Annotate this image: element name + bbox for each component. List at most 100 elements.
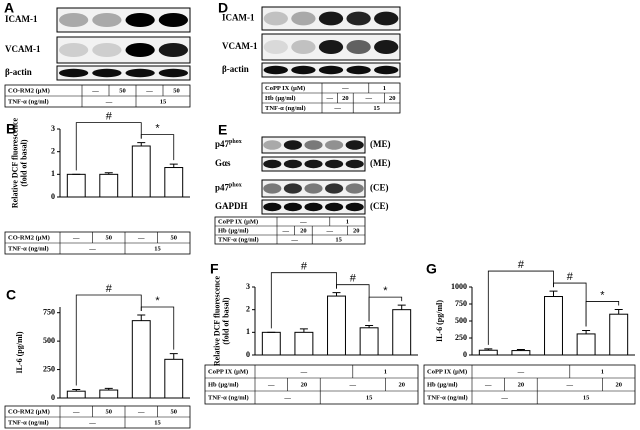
blot-label: ICAM-1 [222, 13, 255, 23]
bar [576, 333, 596, 356]
blot-label-text: VCAM-1 [222, 41, 258, 51]
bar [66, 390, 86, 399]
y-tick-label: 750 [455, 299, 467, 308]
error-bar [104, 172, 113, 175]
blot-band [318, 40, 344, 54]
table-cell: — [137, 408, 145, 415]
error-bar [582, 330, 591, 334]
significance-mark: # [301, 261, 308, 273]
table-cell: — [283, 394, 291, 401]
table-row-label: CO-RM2 (μM) [8, 234, 50, 241]
error-bar [484, 348, 493, 351]
significance-mark: # [106, 283, 113, 295]
blot-band [325, 202, 344, 212]
significance-bracket [75, 294, 142, 386]
blot-band [263, 140, 282, 150]
table-cell: 15 [373, 105, 380, 112]
blot-label-text: p47 [215, 183, 230, 193]
table-cell: — [105, 98, 113, 105]
blot-band [92, 43, 122, 57]
table-cell: — [88, 245, 96, 252]
table-cell: — [91, 87, 99, 94]
table-cell: 20 [353, 227, 360, 234]
blot-band [125, 68, 155, 78]
table-cell: — [341, 85, 349, 92]
blot-band [263, 183, 282, 194]
bar [544, 296, 563, 356]
table-cell: — [326, 95, 334, 102]
table-row-label: Hb (μg/ml) [208, 381, 239, 388]
error-bar [397, 304, 406, 310]
error-bar [332, 292, 341, 297]
table-row-label: CO-RM2 (μM) [8, 408, 50, 415]
blot-band [304, 183, 323, 194]
table-row-label: TNF-α (ng/ml) [427, 394, 468, 401]
blot-band [92, 13, 122, 27]
blot-label-text: ICAM-1 [5, 14, 38, 24]
blot-band [158, 68, 189, 78]
error-bar [516, 349, 525, 351]
bar [164, 167, 184, 198]
y-axis-label: IL-6 (pg/ml) [15, 331, 24, 373]
y-tick-label: 0 [51, 393, 55, 402]
blot-band [92, 68, 122, 78]
table-cell: 20 [518, 381, 525, 388]
table-row-label: CoPP IX (μM) [427, 368, 467, 375]
table-cell: — [300, 368, 308, 375]
table-cell: — [267, 381, 275, 388]
table-row-label: Hb (μg/ml) [427, 381, 458, 388]
blot-label-text: VCAM-1 [5, 44, 41, 54]
significance-mark: * [155, 123, 160, 135]
bar [294, 331, 314, 356]
table-cell: — [88, 419, 96, 426]
y-tick-label: 250 [43, 364, 55, 373]
blot-band [345, 140, 364, 150]
blot-band [125, 13, 155, 27]
y-tick-label: 250 [455, 333, 467, 342]
table-cell: 15 [583, 394, 590, 401]
blot-label-text: GAPDH [215, 201, 248, 211]
error-bar [169, 163, 178, 168]
y-tick-label: 2 [51, 146, 55, 155]
table-cell: — [72, 408, 80, 415]
blot-label: ICAM-1 [5, 14, 38, 24]
bar [261, 331, 281, 356]
table-row-label: TNF-α (ng/ml) [218, 236, 259, 243]
error-bar [137, 314, 146, 321]
blot-tag: (CE) [370, 201, 389, 211]
y-tick-label: 750 [43, 308, 55, 317]
blot-band [374, 40, 399, 54]
blot-label-text: p47 [215, 139, 230, 149]
y-tick-label: 500 [455, 316, 467, 325]
blot-band [304, 202, 323, 212]
table-cell: 50 [106, 234, 113, 241]
table-row-label: CoPP IX (μM) [208, 368, 248, 375]
y-tick-label: 1000 [451, 282, 467, 291]
blot-band [325, 140, 344, 150]
table-cell: — [282, 227, 290, 234]
y-tick-label: 0 [246, 350, 250, 359]
blot-band [304, 140, 323, 150]
y-tick-label: 1 [51, 169, 55, 178]
blot-label-sup: phox [229, 139, 242, 145]
treatment-table [204, 364, 419, 405]
table-cell: 50 [171, 234, 178, 241]
significance-mark: * [155, 295, 160, 307]
table-cell: — [365, 95, 373, 102]
blot-box [56, 65, 191, 81]
blot-band [345, 202, 364, 212]
table-cell: — [333, 105, 341, 112]
blot-band [304, 159, 323, 169]
blot-band [318, 11, 344, 26]
bar [478, 349, 498, 356]
blot-label-text: β-actin [222, 64, 249, 74]
significance-bracket [270, 272, 337, 329]
blot-label-text: ICAM-1 [222, 13, 255, 23]
table-cell: 15 [335, 236, 342, 243]
bar [164, 358, 184, 399]
blot-band [346, 11, 371, 26]
error-bar [137, 142, 146, 146]
error-bar [365, 325, 374, 328]
blot-band [346, 40, 371, 54]
